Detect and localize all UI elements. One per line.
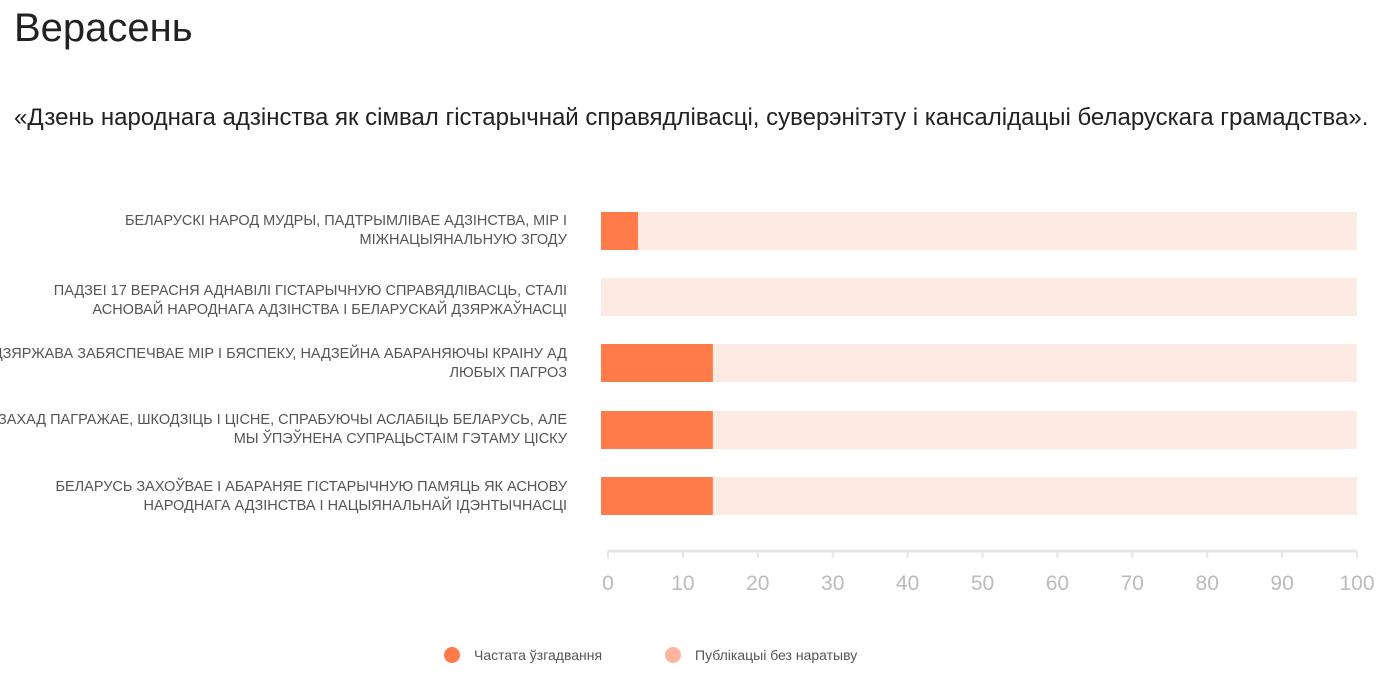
x-tick-label: 40	[896, 572, 919, 595]
value-bar	[601, 344, 713, 382]
category-label: Захад пагражае, шкодзіць і ціснe, спрабу…	[0, 412, 567, 447]
category-label: Беларусь захоўвае і абараняе гістарычную…	[55, 479, 567, 514]
category-label: Беларускі народ мудры, падтрымлівае адзі…	[124, 213, 567, 248]
legend-item[interactable]: Публікацыі без наратыву	[665, 647, 857, 663]
x-tick-label: 0	[602, 572, 614, 595]
legend-dot-icon	[665, 647, 681, 663]
chart-subtitle: «Дзень народнага адзінства як сімвал гіс…	[14, 104, 1369, 131]
background-bar	[601, 477, 1357, 515]
background-bar	[601, 278, 1357, 316]
category-label: Дзяржава забяспечвае мір і бяспеку, надз…	[0, 346, 567, 381]
legend-dot-icon	[444, 647, 460, 663]
background-bar	[601, 344, 1357, 382]
legend-label: Публікацыі без наратыву	[695, 647, 858, 663]
value-bar	[601, 411, 713, 449]
category-label: Падзеі 17 верасня аднавілі гістарычную с…	[53, 283, 567, 318]
x-tick-label: 50	[971, 572, 994, 595]
x-tick-label: 100	[1339, 572, 1374, 595]
x-tick-label: 20	[746, 572, 769, 595]
legend-item[interactable]: Частата ўзгадвання	[444, 647, 602, 663]
background-bar	[601, 212, 1357, 250]
value-bar	[601, 212, 638, 250]
x-tick-label: 90	[1270, 572, 1293, 595]
x-tick-label: 80	[1196, 572, 1219, 595]
legend-label: Частата ўзгадвання	[474, 647, 603, 663]
background-bar	[601, 411, 1357, 449]
page-title: Верасень	[14, 6, 193, 50]
x-tick-label: 60	[1046, 572, 1069, 595]
x-tick-label: 70	[1121, 572, 1144, 595]
x-tick-label: 10	[671, 572, 694, 595]
value-bar	[601, 477, 713, 515]
x-tick-label: 30	[821, 572, 844, 595]
